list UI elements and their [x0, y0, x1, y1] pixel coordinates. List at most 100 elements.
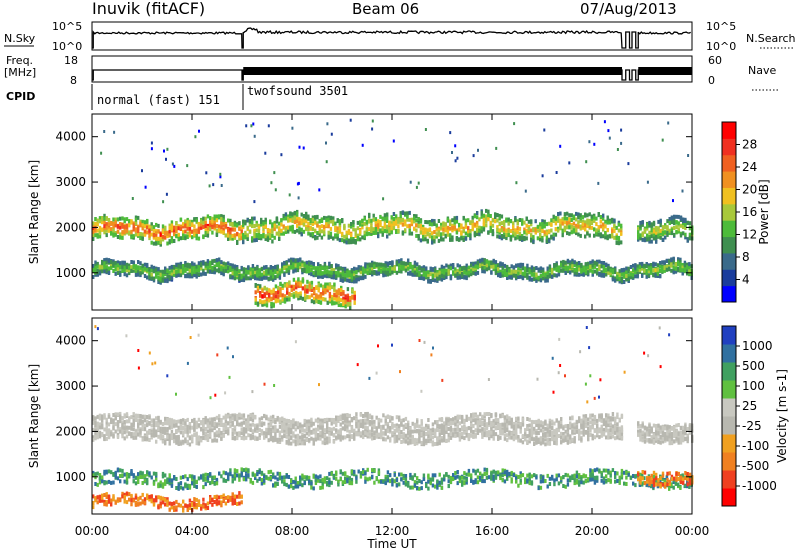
power-cell [521, 234, 524, 238]
velocity-cell [173, 439, 176, 444]
power-cell [404, 268, 408, 273]
power-cell [503, 227, 506, 232]
power-cell [279, 293, 282, 298]
velocity-cell [184, 419, 187, 423]
power-cell [332, 236, 335, 241]
velocity-cell [211, 418, 214, 422]
power-cell [573, 260, 576, 265]
power-cell [377, 222, 380, 227]
power-cell [344, 277, 347, 282]
power-cell [655, 237, 658, 242]
power-cell [380, 268, 383, 273]
power-cell [668, 259, 671, 264]
power-cell [352, 223, 355, 228]
power-cell [588, 212, 591, 217]
power-cell [681, 263, 684, 267]
power-cell [509, 219, 513, 224]
power-cell [604, 235, 607, 240]
power-cell [647, 269, 651, 273]
power-cell [191, 229, 194, 234]
power-cell [296, 223, 299, 228]
power-cell [215, 268, 219, 273]
power-cell [543, 224, 546, 229]
velocity-cell [269, 423, 273, 428]
power-cell [258, 276, 261, 281]
power-cell [604, 224, 607, 229]
power-cell [526, 263, 529, 268]
power-cell [366, 265, 369, 270]
power-cell [445, 268, 448, 273]
power-cell [442, 227, 445, 232]
power-cell [413, 226, 416, 231]
power-cell [638, 268, 642, 273]
colorbar-segment [722, 252, 736, 270]
power-cell [548, 221, 551, 226]
power-cell [298, 226, 301, 231]
power-cell [326, 265, 329, 270]
power-cell [616, 274, 619, 279]
velocity-cell [218, 433, 221, 438]
power-cell [494, 212, 497, 217]
power-cell [282, 224, 285, 229]
power-cell [659, 228, 662, 233]
velocity-cell [294, 434, 297, 439]
power-cell [287, 258, 291, 263]
power-cell [602, 222, 605, 227]
power-cell [197, 261, 201, 266]
power-cell [182, 264, 185, 268]
power-cell [426, 228, 429, 233]
power-cell [559, 211, 562, 216]
power-cell [255, 238, 258, 242]
velocity-cell [251, 435, 255, 440]
power-cell [361, 219, 364, 224]
power-cell [287, 214, 290, 219]
power-cell [143, 222, 147, 227]
velocity-cell [116, 432, 120, 437]
power-cell [349, 118, 352, 122]
power-cell [491, 229, 495, 234]
power-cell [312, 273, 315, 278]
power-cell [227, 266, 230, 270]
power-cell [177, 266, 180, 271]
power-cell [337, 271, 340, 276]
power-cell [541, 238, 544, 243]
power-cell [301, 296, 305, 301]
velocity-cell [159, 432, 162, 437]
power-cell [636, 274, 639, 279]
power-cell [327, 224, 330, 229]
velocity-cell [184, 438, 187, 443]
power-cell [673, 232, 676, 237]
velocity-cell [206, 421, 210, 426]
power-cell [670, 228, 674, 233]
power-cell [381, 226, 384, 231]
power-cell [596, 259, 599, 264]
velocity-cell [296, 433, 300, 438]
power-cell [637, 235, 640, 240]
power-cell [557, 272, 561, 277]
power-cell [422, 268, 426, 272]
power-cell [134, 232, 138, 237]
power-cell [309, 219, 312, 223]
freq-label-line1: Freq. [6, 54, 33, 67]
power-cell [492, 258, 495, 263]
power-cell [263, 302, 266, 307]
velocity-cell [197, 423, 201, 428]
power-cell [371, 127, 374, 131]
power-cell [588, 233, 591, 238]
power-cell [470, 272, 473, 277]
power-cell [679, 263, 682, 268]
power-cell [586, 213, 589, 218]
power-cell [339, 274, 342, 279]
power-cell [637, 230, 640, 235]
power-cell [375, 263, 378, 268]
power-cell [229, 236, 232, 241]
power-cell [435, 232, 438, 237]
power-cell [292, 265, 295, 270]
power-cell [480, 226, 483, 231]
power-cell [597, 232, 600, 237]
power-cell [265, 287, 269, 292]
colorbar-segment [722, 220, 736, 238]
power-cell [164, 229, 167, 234]
power-cell [506, 270, 509, 275]
power-cell [274, 269, 277, 274]
